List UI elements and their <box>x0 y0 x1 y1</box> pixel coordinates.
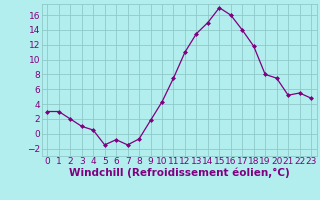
X-axis label: Windchill (Refroidissement éolien,°C): Windchill (Refroidissement éolien,°C) <box>69 168 290 178</box>
